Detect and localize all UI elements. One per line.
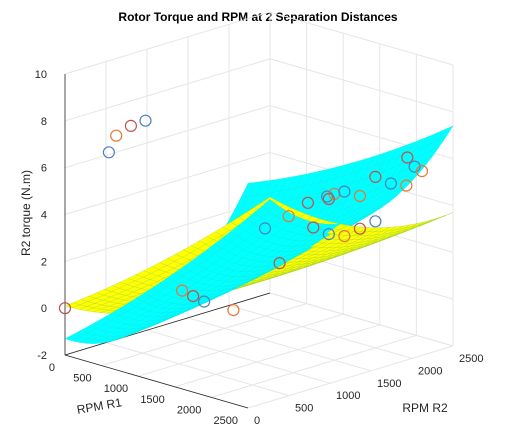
scatter-point bbox=[322, 228, 335, 241]
scatter-point bbox=[353, 222, 366, 235]
x-tick-label: 2000 bbox=[177, 404, 201, 416]
z-axis-label: R2 torque (N.m) bbox=[19, 170, 33, 256]
surface-patch bbox=[416, 219, 432, 226]
x-tick-label: 0 bbox=[49, 362, 55, 374]
x-tick-label: 1000 bbox=[104, 383, 128, 395]
scatter-point bbox=[338, 185, 351, 198]
scatter-point bbox=[58, 302, 72, 315]
gridline-y-floor bbox=[269, 292, 454, 347]
scatter-layer bbox=[58, 114, 429, 317]
scatter-point bbox=[187, 290, 200, 303]
scatter-point bbox=[408, 160, 421, 173]
gridline-x-floor bbox=[247, 345, 454, 409]
gridline-z bbox=[64, 58, 454, 122]
scatter-point bbox=[384, 177, 397, 190]
scatter-point bbox=[415, 165, 429, 178]
scatter-point bbox=[369, 170, 382, 183]
y-tick-label: 2500 bbox=[459, 353, 483, 365]
z-tick-label: 4 bbox=[41, 210, 47, 222]
x-tick-label: 1500 bbox=[140, 394, 164, 406]
scatter-point bbox=[322, 192, 335, 206]
scatter-point bbox=[338, 230, 351, 243]
gridline-x-floor bbox=[211, 334, 417, 398]
scatter-point bbox=[258, 222, 272, 235]
scatter-point bbox=[369, 215, 382, 228]
gridline-x-floor bbox=[138, 313, 344, 377]
scatter-point bbox=[110, 129, 123, 142]
scatter-point bbox=[227, 304, 240, 317]
scatter-point bbox=[124, 119, 137, 133]
scatter-point bbox=[176, 284, 189, 297]
axes-box bbox=[64, 74, 271, 409]
scatter-point bbox=[400, 179, 413, 192]
gridline-y-floor bbox=[146, 329, 331, 384]
scatter-point bbox=[273, 257, 286, 270]
x-axis-label: RPM R1 bbox=[76, 395, 123, 417]
scatter-point bbox=[353, 189, 366, 203]
gridline-y-floor bbox=[228, 304, 413, 359]
scatter-point bbox=[102, 146, 116, 159]
chart-title: Rotor Torque and RPM at 2 Separation Dis… bbox=[118, 10, 397, 24]
z-tick-label: -2 bbox=[37, 350, 47, 362]
axis-line bbox=[64, 354, 249, 409]
gridline-x-floor bbox=[101, 303, 307, 367]
y-tick-label: 1000 bbox=[336, 390, 360, 402]
scatter-point bbox=[301, 196, 314, 209]
x-tick-label: 2500 bbox=[214, 415, 238, 427]
gridline-x-floor bbox=[174, 324, 380, 388]
z-tick-label: 0 bbox=[41, 303, 47, 315]
scatter-point bbox=[282, 210, 295, 223]
scatter-point bbox=[139, 114, 152, 127]
y-tick-label: 500 bbox=[295, 403, 313, 415]
scatter-point bbox=[321, 190, 334, 203]
axis-line bbox=[64, 292, 271, 356]
surface-patch bbox=[261, 199, 278, 212]
z-tick-label: 10 bbox=[35, 69, 47, 81]
gridline-y-floor bbox=[187, 317, 372, 372]
y-tick-label: 2000 bbox=[418, 365, 442, 377]
y-axis-label: RPM R2 bbox=[402, 401, 448, 415]
z-tick-label: 2 bbox=[41, 256, 47, 268]
scatter-point bbox=[307, 221, 320, 234]
y-tick-label: 1500 bbox=[377, 378, 401, 390]
z-tick-label: 8 bbox=[41, 116, 47, 128]
z-tick-label: 6 bbox=[41, 163, 47, 175]
surface-layer bbox=[64, 125, 454, 344]
scatter-point bbox=[198, 295, 211, 308]
y-tick-label: 0 bbox=[254, 415, 260, 427]
scatter-point bbox=[401, 151, 414, 164]
x-tick-label: 500 bbox=[73, 373, 91, 385]
gridline-y-floor bbox=[105, 342, 290, 397]
